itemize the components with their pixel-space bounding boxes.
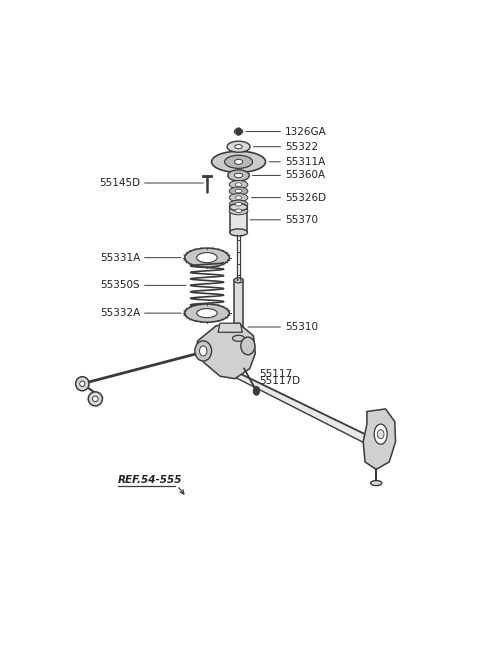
Ellipse shape bbox=[229, 229, 248, 236]
Text: 55350S: 55350S bbox=[100, 280, 140, 290]
Ellipse shape bbox=[229, 200, 248, 208]
Ellipse shape bbox=[229, 187, 248, 195]
Text: 55326D: 55326D bbox=[285, 193, 326, 202]
Ellipse shape bbox=[241, 337, 255, 355]
Ellipse shape bbox=[229, 204, 248, 211]
Text: 55145D: 55145D bbox=[99, 178, 140, 188]
Ellipse shape bbox=[88, 392, 102, 406]
Polygon shape bbox=[235, 371, 365, 443]
Text: 55370: 55370 bbox=[285, 215, 318, 225]
Ellipse shape bbox=[235, 183, 242, 186]
Bar bbox=[229, 207, 248, 233]
Ellipse shape bbox=[225, 155, 252, 168]
Ellipse shape bbox=[195, 341, 212, 361]
Ellipse shape bbox=[235, 209, 242, 212]
Ellipse shape bbox=[93, 396, 98, 402]
Ellipse shape bbox=[235, 202, 242, 206]
Text: 55322: 55322 bbox=[285, 141, 318, 152]
Circle shape bbox=[236, 128, 241, 135]
Ellipse shape bbox=[229, 207, 248, 215]
Text: 55332A: 55332A bbox=[100, 308, 140, 318]
Text: REF.54-555: REF.54-555 bbox=[118, 475, 182, 485]
Ellipse shape bbox=[232, 335, 245, 341]
Ellipse shape bbox=[374, 424, 387, 444]
Bar bbox=[234, 280, 243, 343]
Text: 55360A: 55360A bbox=[285, 170, 325, 180]
Ellipse shape bbox=[229, 194, 248, 202]
Ellipse shape bbox=[212, 151, 265, 172]
Ellipse shape bbox=[197, 253, 217, 263]
Ellipse shape bbox=[235, 189, 242, 193]
Text: 55310: 55310 bbox=[285, 322, 318, 332]
Circle shape bbox=[377, 430, 384, 439]
Text: 55117D: 55117D bbox=[259, 376, 300, 386]
Ellipse shape bbox=[234, 173, 243, 178]
Ellipse shape bbox=[234, 159, 243, 164]
Text: 55311A: 55311A bbox=[285, 157, 325, 167]
Ellipse shape bbox=[235, 145, 242, 149]
Ellipse shape bbox=[80, 381, 85, 386]
Ellipse shape bbox=[235, 196, 242, 199]
Text: 1326GA: 1326GA bbox=[285, 126, 327, 136]
Ellipse shape bbox=[371, 481, 382, 485]
Ellipse shape bbox=[185, 304, 229, 322]
Circle shape bbox=[200, 346, 207, 356]
Ellipse shape bbox=[228, 170, 249, 181]
Ellipse shape bbox=[76, 377, 89, 391]
Ellipse shape bbox=[227, 141, 250, 152]
Ellipse shape bbox=[229, 181, 248, 189]
Ellipse shape bbox=[234, 278, 243, 283]
Text: 55117: 55117 bbox=[259, 369, 292, 379]
Circle shape bbox=[253, 386, 260, 396]
Text: 55331A: 55331A bbox=[100, 253, 140, 263]
Polygon shape bbox=[218, 323, 242, 332]
Ellipse shape bbox=[185, 248, 229, 267]
Polygon shape bbox=[196, 323, 255, 379]
Polygon shape bbox=[363, 409, 396, 470]
Ellipse shape bbox=[197, 309, 217, 318]
